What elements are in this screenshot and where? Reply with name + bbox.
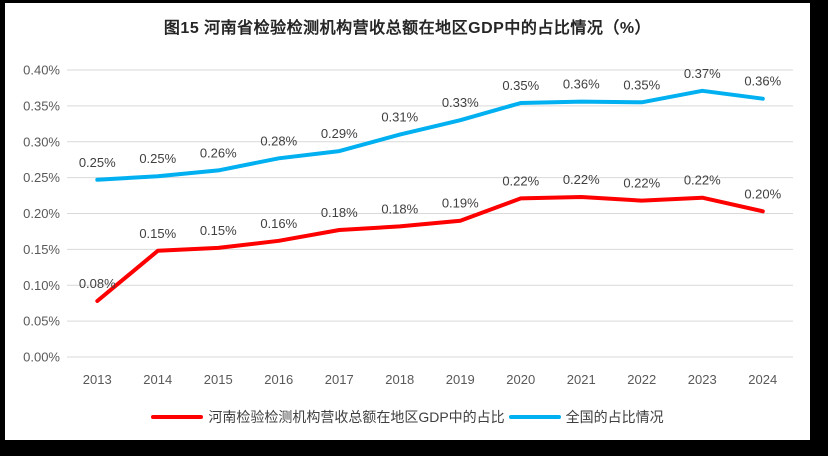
data-label-series-0: 0.18%: [381, 201, 418, 216]
x-tick-label: 2021: [567, 372, 596, 387]
data-label-series-0: 0.18%: [321, 205, 358, 220]
series-line-1: [95, 88, 765, 182]
y-tick-label: 0.30%: [23, 134, 60, 149]
x-tick-label: 2019: [446, 372, 475, 387]
data-label-series-1: 0.31%: [381, 110, 418, 125]
data-label-series-0: 0.22%: [684, 173, 721, 188]
data-label-series-0: 0.22%: [502, 173, 539, 188]
chart-title: 图15 河南省检验检测机构营收总额在地区GDP中的占比情况（%）: [163, 20, 652, 37]
series-line-0: [95, 195, 765, 303]
data-label-series-0: 0.15%: [200, 223, 237, 238]
x-tick-label: 2016: [264, 372, 293, 387]
legend-item-national: 全国的占比情况: [508, 407, 664, 427]
plot-area: 0.00% 0.05% 0.10% 0.15% 0.20% 0.25% 0.30% 0.35%…: [23, 63, 793, 387]
y-tick-label: 0.10%: [23, 278, 60, 293]
x-tick-label: 2015: [204, 372, 233, 387]
y-tick-label: 0.00%: [23, 350, 60, 365]
data-label-series-0: 0.15%: [139, 226, 176, 241]
data-label-series-1: 0.25%: [139, 151, 176, 166]
data-label-series-1: 0.33%: [442, 95, 479, 110]
henan-series-swatch: [151, 415, 204, 419]
x-tick-label: 2017: [325, 372, 354, 387]
x-tick-label: 2013: [83, 372, 112, 387]
x-tick-label: 2022: [627, 372, 656, 387]
x-tick-label: 2023: [688, 372, 717, 387]
data-label-series-1: 0.25%: [79, 155, 116, 170]
y-tick-label: 0.05%: [23, 314, 60, 329]
data-label-series-1: 0.35%: [623, 77, 660, 92]
legend: 河南检验检测机构营收总额在地区GDP中的占比 全国的占比情况: [5, 406, 810, 428]
legend-item-henan: 河南检验检测机构营收总额在地区GDP中的占比: [151, 407, 505, 427]
henan-series-label: 河南检验检测机构营收总额在地区GDP中的占比: [208, 409, 505, 425]
data-label-series-1: 0.28%: [260, 133, 297, 148]
data-label-series-1: 0.26%: [200, 145, 237, 160]
y-tick-label: 0.20%: [23, 206, 60, 221]
x-tick-label: 2014: [143, 372, 172, 387]
data-label-series-1: 0.36%: [744, 74, 781, 89]
data-label-series-1: 0.37%: [684, 66, 721, 81]
national-series-label: 全国的占比情况: [565, 409, 664, 425]
data-label-series-0: 0.22%: [563, 172, 600, 187]
x-tick-label: 2020: [506, 372, 535, 387]
y-tick-label: 0.25%: [23, 170, 60, 185]
data-label-series-0: 0.22%: [623, 176, 660, 191]
data-label-series-1: 0.35%: [502, 78, 539, 93]
data-label-series-0: 0.08%: [79, 276, 116, 291]
data-label-series-0: 0.20%: [744, 186, 781, 201]
y-tick-label: 0.40%: [23, 63, 60, 78]
y-tick-label: 0.35%: [23, 98, 60, 113]
x-tick-label: 2018: [385, 372, 414, 387]
data-label-series-1: 0.36%: [563, 77, 600, 92]
y-tick-label: 0.15%: [23, 242, 60, 257]
x-tick-label: 2024: [748, 372, 777, 387]
data-label-series-0: 0.19%: [442, 196, 479, 211]
data-label-series-1: 0.29%: [321, 126, 358, 141]
data-label-series-0: 0.16%: [260, 216, 297, 231]
national-series-swatch: [508, 415, 561, 419]
